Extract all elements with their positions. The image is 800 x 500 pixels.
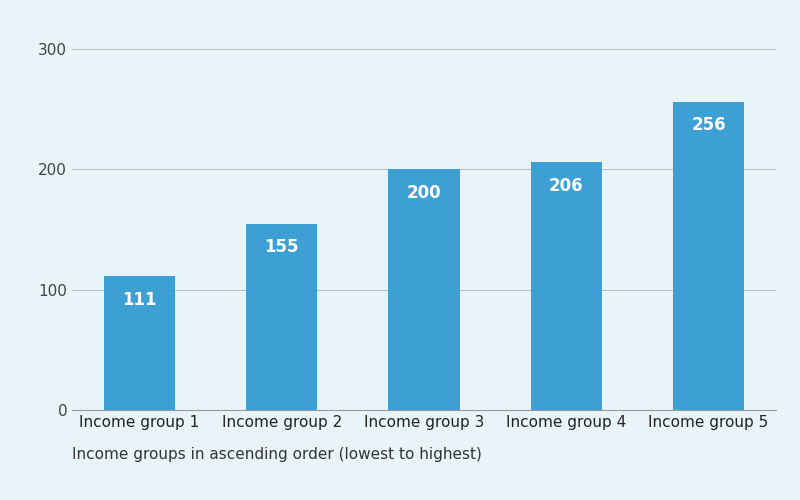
Text: 256: 256 xyxy=(691,116,726,134)
Bar xyxy=(673,102,744,410)
Bar xyxy=(246,224,318,410)
Text: 206: 206 xyxy=(549,176,583,194)
Bar xyxy=(530,162,602,410)
X-axis label: Income groups in ascending order (lowest to highest): Income groups in ascending order (lowest… xyxy=(72,446,482,462)
Text: 155: 155 xyxy=(265,238,299,256)
Text: 200: 200 xyxy=(406,184,442,202)
Bar xyxy=(104,276,175,410)
Bar xyxy=(389,170,459,410)
Text: 111: 111 xyxy=(122,291,157,309)
